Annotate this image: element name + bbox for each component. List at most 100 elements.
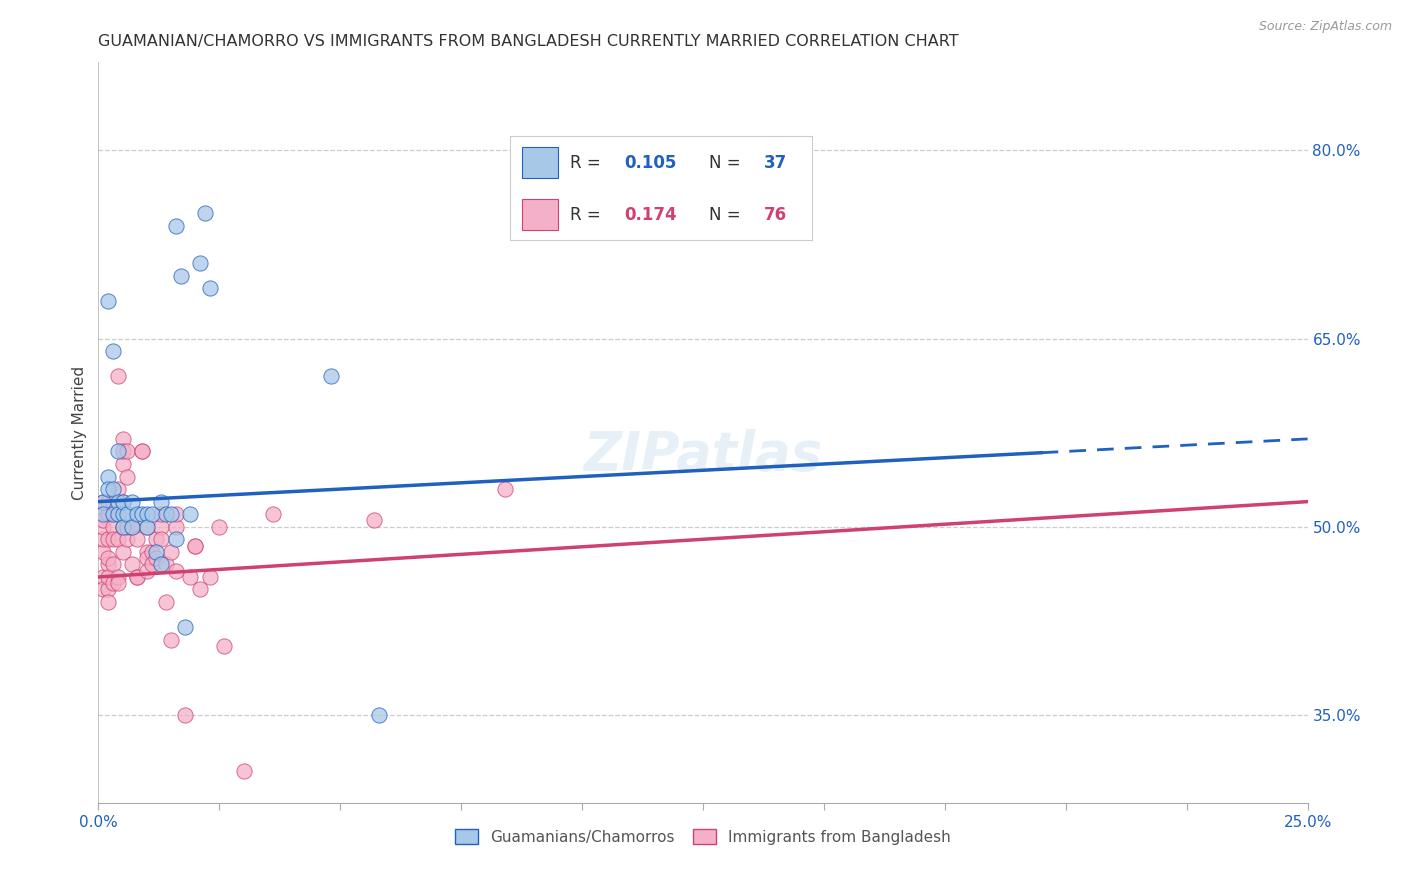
Point	[111, 507, 134, 521]
Point	[169, 268, 191, 283]
Point	[111, 494, 134, 508]
Point	[97, 595, 120, 609]
Point	[165, 520, 187, 534]
Point	[368, 708, 391, 723]
Point	[111, 494, 134, 508]
Point	[160, 632, 183, 647]
Point	[121, 520, 143, 534]
Point	[150, 533, 173, 547]
Point	[150, 507, 173, 521]
Legend: Guamanians/Chamorros, Immigrants from Bangladesh: Guamanians/Chamorros, Immigrants from Ba…	[449, 822, 957, 851]
Point	[101, 558, 124, 572]
Point	[494, 482, 516, 496]
Point	[165, 564, 187, 578]
Point	[107, 570, 129, 584]
Point	[179, 507, 201, 521]
Point	[91, 582, 114, 597]
Text: ZIPatlas: ZIPatlas	[583, 429, 823, 481]
Point	[101, 482, 124, 496]
Point	[194, 206, 217, 220]
Point	[111, 545, 134, 559]
Text: GUAMANIAN/CHAMORRO VS IMMIGRANTS FROM BANGLADESH CURRENTLY MARRIED CORRELATION C: GUAMANIAN/CHAMORRO VS IMMIGRANTS FROM BA…	[98, 34, 959, 49]
Point	[131, 444, 153, 458]
Point	[117, 444, 139, 458]
Point	[150, 494, 173, 508]
Point	[127, 570, 149, 584]
Point	[184, 539, 207, 553]
Point	[160, 545, 183, 559]
Point	[101, 576, 124, 591]
Point	[127, 507, 149, 521]
Point	[101, 507, 124, 521]
Point	[107, 494, 129, 508]
Point	[165, 533, 187, 547]
Point	[91, 494, 114, 508]
Point	[135, 564, 157, 578]
Point	[121, 494, 143, 508]
Point	[117, 507, 139, 521]
Point	[107, 507, 129, 521]
Point	[141, 507, 163, 521]
Point	[145, 545, 167, 559]
Y-axis label: Currently Married: Currently Married	[72, 366, 87, 500]
Point	[179, 570, 201, 584]
Point	[97, 570, 120, 584]
Point	[174, 708, 197, 723]
Point	[111, 520, 134, 534]
Point	[121, 520, 143, 534]
Point	[174, 620, 197, 634]
Point	[107, 482, 129, 496]
Point	[121, 558, 143, 572]
Point	[107, 576, 129, 591]
Point	[155, 595, 177, 609]
Point	[319, 369, 342, 384]
Point	[101, 344, 124, 359]
Point	[212, 639, 235, 653]
Point	[91, 513, 114, 527]
Point	[155, 507, 177, 521]
Point	[117, 520, 139, 534]
Point	[141, 545, 163, 559]
Point	[131, 444, 153, 458]
Point	[111, 432, 134, 446]
Point	[111, 457, 134, 471]
Point	[107, 444, 129, 458]
Point	[97, 293, 120, 308]
Point	[145, 533, 167, 547]
Point	[97, 551, 120, 566]
Point	[91, 545, 114, 559]
Point	[91, 507, 114, 521]
Point	[91, 494, 114, 508]
Point	[97, 533, 120, 547]
Point	[141, 558, 163, 572]
Point	[101, 533, 124, 547]
Point	[188, 256, 211, 270]
Point	[127, 533, 149, 547]
Point	[107, 369, 129, 384]
Point	[150, 558, 173, 572]
Point	[232, 764, 254, 779]
Point	[135, 551, 157, 566]
Point	[107, 533, 129, 547]
Point	[165, 219, 187, 233]
Point	[111, 444, 134, 458]
Point	[184, 539, 207, 553]
Point	[101, 507, 124, 521]
Text: Source: ZipAtlas.com: Source: ZipAtlas.com	[1258, 20, 1392, 33]
Point	[155, 558, 177, 572]
Point	[101, 520, 124, 534]
Point	[165, 507, 187, 521]
Point	[127, 570, 149, 584]
Point	[135, 545, 157, 559]
Point	[135, 507, 157, 521]
Point	[131, 507, 153, 521]
Point	[160, 507, 183, 521]
Point	[107, 507, 129, 521]
Point	[91, 520, 114, 534]
Point	[117, 533, 139, 547]
Point	[198, 281, 221, 295]
Point	[101, 494, 124, 508]
Point	[135, 520, 157, 534]
Point	[97, 469, 120, 483]
Point	[145, 551, 167, 566]
